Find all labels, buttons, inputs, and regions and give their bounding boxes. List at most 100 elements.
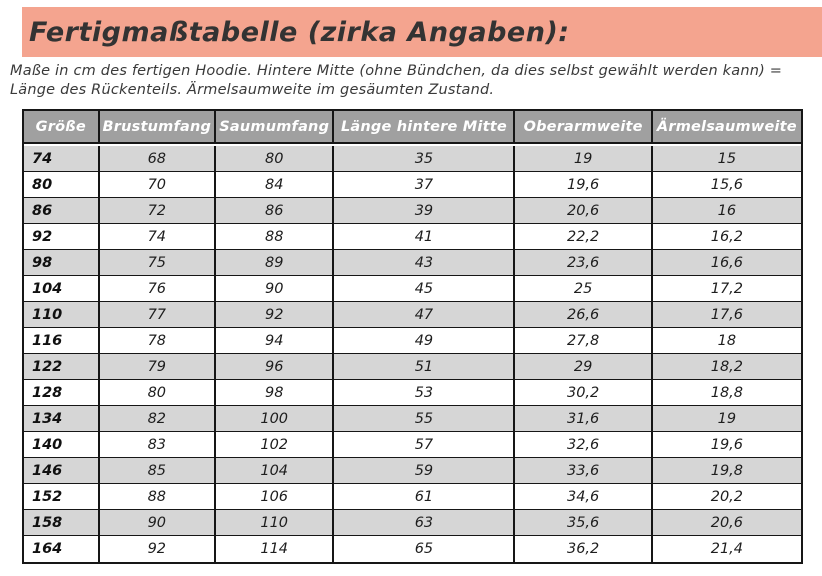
value-cell: 94 — [214, 328, 332, 354]
value-cell: 70 — [97, 172, 214, 198]
table-header-row: Größe Brustumfang Saumumfang Länge hintere … — [24, 111, 801, 145]
header-spacer — [24, 144, 801, 147]
value-cell: 57 — [332, 432, 513, 458]
value-cell: 88 — [214, 224, 332, 250]
value-cell: 18,2 — [650, 354, 801, 380]
value-cell: 82 — [97, 406, 214, 432]
value-cell: 34,6 — [513, 484, 650, 510]
value-cell: 15,6 — [650, 172, 801, 198]
size-cell: 80 — [32, 176, 53, 193]
page-title: Fertigmaßtabelle (zirka Angaben): — [29, 16, 570, 48]
value-cell: 47 — [332, 302, 513, 328]
value-cell: 43 — [332, 250, 513, 276]
value-cell: 90 — [214, 276, 332, 302]
value-cell: 27,8 — [513, 328, 650, 354]
value-cell: 59 — [332, 458, 513, 484]
value-cell: 20,6 — [650, 510, 801, 536]
column-header-2: Brustumfang — [97, 111, 214, 143]
value-cell: 61 — [332, 484, 513, 510]
value-cell: 89 — [214, 250, 332, 276]
column-header-4: Länge hintere Mitte — [332, 111, 513, 143]
value-cell: 98 — [214, 380, 332, 406]
value-cell: 74 — [97, 224, 214, 250]
title-banner: Fertigmaßtabelle (zirka Angaben): — [22, 7, 822, 57]
value-cell: 19 — [650, 406, 801, 432]
value-cell: 16,2 — [650, 224, 801, 250]
value-cell: 85 — [97, 458, 214, 484]
value-cell: 41 — [332, 224, 513, 250]
value-cell: 30,2 — [513, 380, 650, 406]
table-row-size-80: 80 70 84 37 19,6 15,6 — [24, 172, 801, 199]
value-cell: 92 — [214, 302, 332, 328]
table-row-size-140: 140 83 102 57 32,6 19,6 — [24, 432, 801, 459]
size-cell: 140 — [32, 436, 63, 453]
size-cell: 98 — [32, 254, 53, 271]
value-cell: 45 — [332, 276, 513, 302]
size-cell: 116 — [32, 332, 63, 349]
value-cell: 75 — [97, 250, 214, 276]
table-row-size-86: 86 72 86 39 20,6 16 — [24, 198, 801, 225]
value-cell: 23,6 — [513, 250, 650, 276]
size-table: Größe Brustumfang Saumumfang Länge hintere … — [22, 109, 803, 565]
table-row-size-92: 92 74 88 41 22,2 16,2 — [24, 224, 801, 251]
value-cell: 37 — [332, 172, 513, 198]
measurement-note: Maße in cm des fertigen Hoodie. Hintere … — [10, 62, 814, 100]
value-cell: 19,6 — [513, 172, 650, 198]
value-cell: 55 — [332, 406, 513, 432]
size-cell: 110 — [32, 306, 63, 323]
value-cell: 35 — [332, 146, 513, 172]
table-row-size-158: 158 90 110 63 35,6 20,6 — [24, 510, 801, 537]
value-cell: 21,4 — [650, 536, 801, 563]
value-cell: 22,2 — [513, 224, 650, 250]
column-header-1: Größe — [35, 118, 86, 135]
table-row-size-74: 74 68 80 35 19 15 — [24, 146, 801, 173]
value-cell: 80 — [214, 146, 332, 172]
size-cell: 122 — [32, 358, 63, 375]
value-cell: 33,6 — [513, 458, 650, 484]
value-cell: 63 — [332, 510, 513, 536]
size-cell: 164 — [32, 541, 63, 558]
value-cell: 88 — [97, 484, 214, 510]
value-cell: 110 — [214, 510, 332, 536]
table-row-size-134: 134 82 100 55 31,6 19 — [24, 406, 801, 433]
value-cell: 104 — [214, 458, 332, 484]
table-row-size-116: 116 78 94 49 27,8 18 — [24, 328, 801, 355]
value-cell: 80 — [97, 380, 214, 406]
value-cell: 19,6 — [650, 432, 801, 458]
value-cell: 20,2 — [650, 484, 801, 510]
value-cell: 72 — [97, 198, 214, 224]
table-row-size-128: 128 80 98 53 30,2 18,8 — [24, 380, 801, 407]
value-cell: 96 — [214, 354, 332, 380]
measurement-note-line2: Länge des Rückenteils. Ärmelsaumweite im… — [10, 82, 495, 99]
size-cell: 104 — [32, 280, 63, 297]
column-header-5: Oberarmweite — [513, 111, 650, 143]
value-cell: 29 — [513, 354, 650, 380]
value-cell: 35,6 — [513, 510, 650, 536]
size-cell: 152 — [32, 488, 63, 505]
value-cell: 114 — [214, 536, 332, 563]
value-cell: 100 — [214, 406, 332, 432]
value-cell: 16 — [650, 198, 801, 224]
value-cell: 65 — [332, 536, 513, 563]
measurement-note-line1: Maße in cm des fertigen Hoodie. Hintere … — [10, 63, 783, 79]
value-cell: 51 — [332, 354, 513, 380]
value-cell: 31,6 — [513, 406, 650, 432]
table-row-size-122: 122 79 96 51 29 18,2 — [24, 354, 801, 381]
value-cell: 25 — [513, 276, 650, 302]
size-cell: 134 — [32, 410, 63, 427]
size-cell: 86 — [32, 202, 53, 219]
table-row-size-164: 164 92 114 65 36,2 21,4 — [24, 536, 801, 563]
value-cell: 49 — [332, 328, 513, 354]
value-cell: 32,6 — [513, 432, 650, 458]
value-cell: 92 — [97, 536, 214, 563]
table-row-size-110: 110 77 92 47 26,6 17,6 — [24, 302, 801, 329]
value-cell: 106 — [214, 484, 332, 510]
value-cell: 83 — [97, 432, 214, 458]
value-cell: 76 — [97, 276, 214, 302]
value-cell: 17,2 — [650, 276, 801, 302]
table-row-size-98: 98 75 89 43 23,6 16,6 — [24, 250, 801, 277]
size-cell: 128 — [32, 384, 63, 401]
size-cell: 74 — [32, 150, 53, 167]
value-cell: 79 — [97, 354, 214, 380]
value-cell: 19 — [513, 146, 650, 172]
